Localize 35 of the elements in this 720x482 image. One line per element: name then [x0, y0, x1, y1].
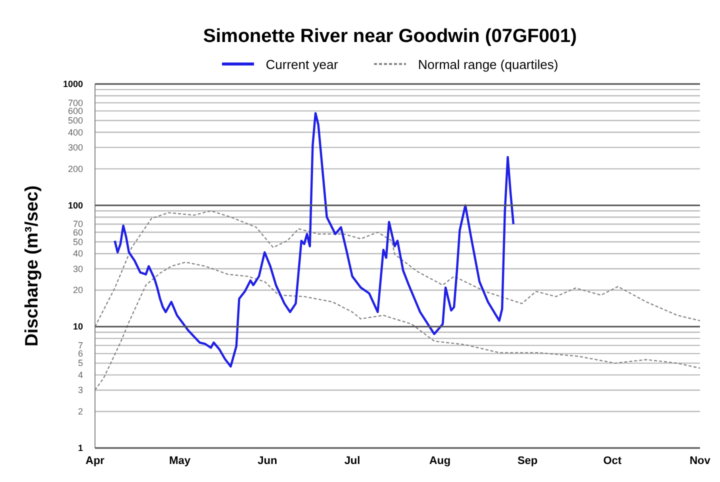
- y-tick-label: 70: [72, 219, 83, 230]
- legend-label: Normal range (quartiles): [418, 56, 558, 72]
- y-tick-label: 300: [68, 142, 83, 152]
- y-tick-label: 2: [78, 406, 83, 416]
- y-tick-label: 4: [78, 370, 83, 380]
- y-tick-label: 7: [78, 340, 83, 350]
- x-tick-label: Nov: [690, 454, 712, 467]
- y-tick-label: 500: [68, 116, 83, 126]
- y-tick-label: 20: [72, 285, 83, 296]
- y-tick-label: 200: [68, 164, 83, 174]
- line-series: [114, 112, 515, 368]
- chart-title: Simonette River near Goodwin (07GF001): [202, 25, 578, 49]
- y-tick-label: 10: [72, 322, 83, 332]
- y-tick-label: 1000: [62, 79, 83, 89]
- y-tick-label: 60: [72, 227, 83, 238]
- x-tick-label: Apr: [86, 454, 106, 467]
- y-axis-title: Discharge (m³/sec): [21, 185, 42, 347]
- x-tick-label: May: [169, 454, 192, 467]
- x-tick-label: Jul: [344, 454, 360, 467]
- legend-label: Current year: [266, 56, 338, 72]
- y-tick-label: 5: [78, 358, 83, 368]
- y-tick-label: 30: [72, 264, 83, 274]
- y-tick-label: 3: [78, 385, 83, 396]
- y-tick-label: 600: [68, 106, 83, 116]
- x-tick-label: Oct: [603, 454, 622, 467]
- y-tick-label: 400: [68, 127, 83, 138]
- y-tick-label: 6: [78, 348, 83, 359]
- y-tick-label: 40: [72, 248, 83, 259]
- x-tick-label: Jun: [258, 454, 278, 467]
- x-tick-label: Aug: [429, 454, 451, 467]
- y-tick-label: 1: [78, 443, 83, 453]
- y-tick-label: 50: [72, 236, 83, 247]
- y-tick-label: 700: [68, 98, 83, 108]
- y-tick-label: 100: [68, 200, 83, 210]
- x-tick-label: Sep: [517, 454, 538, 467]
